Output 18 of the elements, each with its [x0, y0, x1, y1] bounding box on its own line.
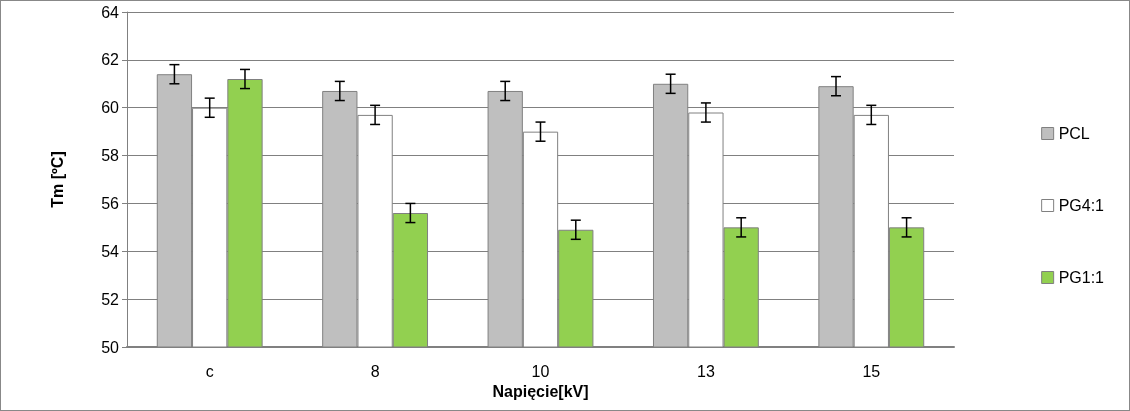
- legend-label: PG1:1: [1058, 269, 1105, 286]
- y-tick-label: 50: [101, 338, 120, 356]
- y-tick-label: 60: [101, 99, 120, 117]
- y-tick-label: 52: [101, 290, 120, 308]
- x-axis-title: Napięcie[kV]: [492, 383, 589, 401]
- y-tick-label: 62: [101, 51, 120, 69]
- x-tick-label: 15: [862, 362, 881, 380]
- y-tick-label: 58: [101, 147, 120, 165]
- legend-label: PG4:1: [1058, 197, 1105, 214]
- y-tick-label: 54: [101, 242, 120, 260]
- x-tick-label: 10: [531, 362, 550, 380]
- y-tick-label: 64: [101, 3, 120, 21]
- y-axis-title: Tm [ºC]: [48, 151, 66, 208]
- x-tick-label: c: [205, 362, 214, 380]
- y-tick-label: 56: [101, 194, 120, 212]
- x-tick-label: 8: [370, 362, 380, 380]
- legend-label: PCL: [1058, 125, 1090, 142]
- x-tick-label: 13: [697, 362, 715, 380]
